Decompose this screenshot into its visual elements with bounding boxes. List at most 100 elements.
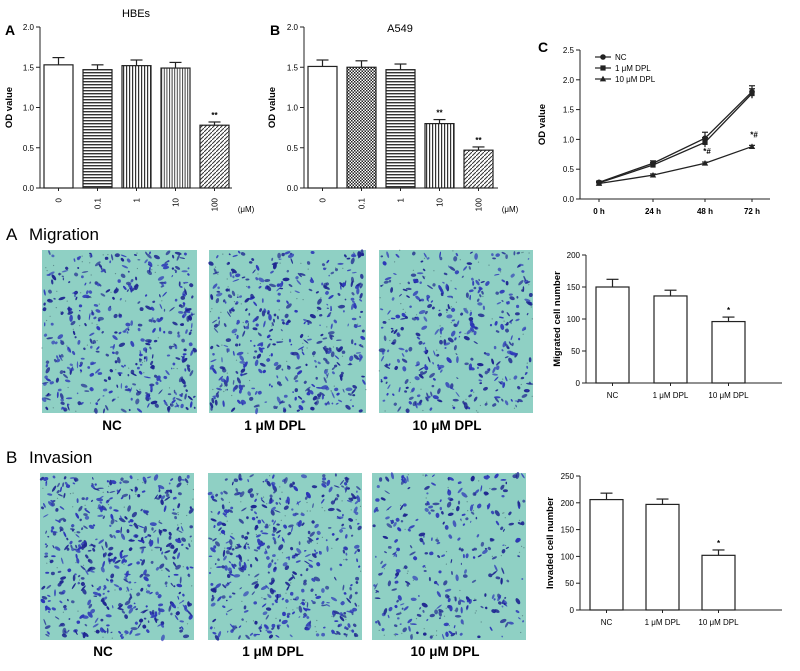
stained-cell [495,576,501,580]
stained-cell [158,528,162,536]
x-tick-label: NC [607,391,619,400]
membrane-pore [337,348,339,350]
legend-marker [600,65,606,71]
stained-cell [254,573,260,578]
stained-cell [344,626,347,630]
stained-cell [315,365,318,368]
membrane-pore [528,284,530,286]
stained-cell [448,265,450,268]
stained-cell [209,402,214,409]
membrane-pore [276,503,278,505]
stained-cell [57,582,62,587]
stained-cell [473,341,478,345]
stained-cell [222,400,225,408]
stained-cell [469,294,471,301]
stained-cell [419,537,424,543]
stained-cell [62,482,65,488]
membrane-pore [75,410,77,412]
stained-cell [301,400,305,404]
membrane-pore [344,615,347,617]
stained-cell [357,251,362,258]
migration-letter: A [6,225,18,244]
stained-cell [80,565,86,571]
stained-cell [477,313,485,318]
stained-cell [105,289,111,293]
stained-cell [306,320,312,324]
stained-cell [102,600,107,607]
stained-cell [78,539,82,543]
membrane-pore [354,324,356,326]
stained-cell [261,603,267,608]
stained-cell [340,285,342,290]
stained-cell [424,346,427,351]
membrane-pore [353,251,355,253]
stained-cell [67,629,70,633]
stained-cell [210,518,217,522]
stained-cell [285,599,289,603]
stained-cell [55,508,59,512]
legend-label: 1 μM DPL [615,64,651,73]
membrane-pore [440,336,442,338]
membrane-pore [302,342,304,344]
stained-cell [416,336,421,340]
stained-cell [297,395,303,400]
stained-cell [464,362,469,366]
data-point [702,139,708,145]
membrane-pore [448,625,450,627]
stained-cell [241,565,245,569]
stained-cell [273,566,277,571]
stained-cell [190,329,193,332]
stained-cell [282,321,285,325]
stained-cell [270,506,276,512]
stained-cell [493,345,497,350]
stained-cell [431,537,433,541]
stained-cell [355,581,359,584]
membrane-pore [272,593,274,595]
stained-cell [384,551,387,554]
stained-cell [387,545,392,549]
stained-cell [343,633,347,636]
membrane-pore [321,507,323,509]
membrane-pore [144,609,146,611]
stained-cell [289,591,294,596]
stained-cell [139,546,147,549]
membrane-pore [141,362,143,364]
membrane-pore [321,536,323,539]
stained-cell [50,571,55,576]
stained-cell [142,624,147,629]
stained-cell [354,544,360,549]
stained-cell [407,528,411,532]
stained-cell [95,309,101,313]
stained-cell [393,550,397,558]
stained-cell [146,253,152,259]
stained-cell [275,364,282,371]
stained-cell [77,575,81,578]
stained-cell [303,321,306,325]
stained-cell [266,545,271,549]
stained-cell [380,284,383,287]
stained-cell [164,581,168,585]
stained-cell [192,395,196,398]
stained-cell [414,376,420,381]
stained-cell [472,280,475,286]
stained-cell [51,274,57,281]
membrane-pore [407,570,409,572]
stained-cell [422,609,425,613]
stained-cell [395,517,400,522]
stained-cell [72,574,76,582]
stained-cell [475,516,478,520]
membrane-pore [69,493,72,495]
stained-cell [51,485,57,492]
stained-cell [343,592,347,595]
x-tick-label: 10 μM DPL [708,391,749,400]
stained-cell [257,545,262,548]
membrane-pore [503,485,505,487]
stained-cell [311,600,314,602]
stained-cell [69,367,75,372]
stained-cell [67,598,69,602]
stained-cell [419,607,422,610]
stained-cell [87,599,92,606]
stained-cell [43,289,46,296]
stained-cell [303,339,309,344]
stained-cell [181,355,185,359]
